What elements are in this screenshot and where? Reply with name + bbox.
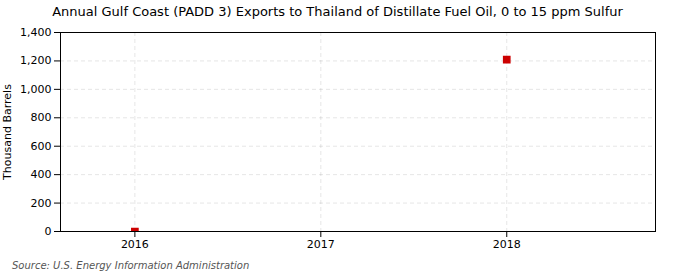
svg-text:Thousand Barrels: Thousand Barrels	[1, 84, 14, 181]
svg-text:1,000: 1,000	[20, 83, 52, 96]
svg-text:400: 400	[31, 168, 52, 181]
svg-text:600: 600	[31, 140, 52, 153]
svg-text:2016: 2016	[121, 238, 149, 251]
svg-text:1,400: 1,400	[20, 26, 52, 39]
svg-text:0: 0	[45, 225, 52, 238]
svg-text:2017: 2017	[307, 238, 335, 251]
html-text:Source: U.S. Energy Informatio: Source: U.S. Energy Information Administ…	[12, 260, 250, 271]
svg-text:200: 200	[31, 197, 52, 210]
svg-text:800: 800	[31, 111, 52, 124]
svg-text:1,200: 1,200	[20, 54, 52, 67]
html-text:Annual Gulf Coast (PADD 3) Exp: Annual Gulf Coast (PADD 3) Exports to Th…	[52, 4, 623, 19]
svg-text:2018: 2018	[493, 238, 521, 251]
